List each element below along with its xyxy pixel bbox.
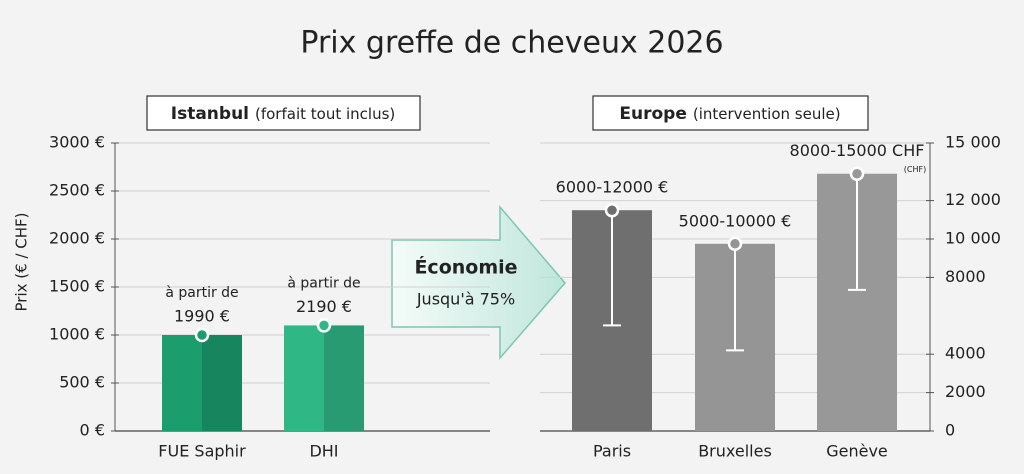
panel-header: Istanbul (forfait tout inclus): [171, 104, 396, 124]
bar-dot: [316, 318, 332, 333]
y-tick-label: 4000: [945, 344, 986, 363]
panel-header-box: [146, 95, 421, 131]
callout-arrow: [391, 204, 566, 361]
header-bold: Istanbul: [171, 104, 249, 124]
y-tick-label: 2000 €: [49, 229, 105, 248]
value-annotation: 8000-15000 CHF: [790, 141, 925, 160]
value-annotation: 2190 €: [296, 297, 352, 316]
x-tick-label: Paris: [593, 442, 631, 461]
bar-shade: [324, 325, 364, 431]
y-tick-label: 3000 €: [49, 133, 105, 152]
bar-dot: [194, 327, 210, 343]
y-tick-label: 1000 €: [49, 325, 105, 344]
bar-dot: [849, 166, 865, 181]
y-tick-label: 10 000: [945, 229, 1001, 248]
bar-dot: [727, 236, 743, 252]
value-annotation: 1990 €: [174, 307, 230, 326]
bar-shade: [202, 335, 242, 431]
callout-text: Jusqu'à 75%: [416, 290, 515, 309]
y-tick-label: 15 000: [945, 133, 1001, 152]
value-annotation: à partir de: [287, 275, 360, 291]
y-tick-label: 12 000: [945, 190, 1001, 209]
x-tick-label: DHI: [309, 442, 338, 461]
value-annotation: 6000-12000 €: [556, 178, 669, 197]
header-note: (intervention seule): [693, 105, 841, 123]
y-tick-label: 0: [945, 421, 955, 440]
annotation-note: (CHF): [904, 165, 926, 174]
header-bold: Europe: [619, 104, 686, 124]
value-annotation: 5000-10000 €: [679, 211, 792, 230]
y-axis-label: Prix (€ / CHF): [13, 213, 31, 312]
panel-header-box: [592, 95, 869, 131]
bar: [284, 325, 364, 431]
chart-title: Prix greffe de cheveux 2026: [300, 26, 723, 61]
x-tick-label: Bruxelles: [698, 442, 772, 461]
y-tick-label: 8000: [945, 267, 986, 286]
y-tick-label: 1500 €: [49, 277, 105, 296]
y-tick-label: 2000: [945, 382, 986, 401]
bar: [162, 335, 242, 431]
panel-header: Europe (intervention seule): [619, 104, 840, 124]
bar-dot: [604, 202, 620, 218]
y-tick-label: 2500 €: [49, 181, 105, 200]
y-tick-label: 500 €: [59, 373, 105, 392]
value-annotation: à partir de: [165, 285, 238, 301]
callout-title: Économie: [414, 256, 517, 279]
x-tick-label: FUE Saphir: [158, 442, 246, 461]
y-tick-label: 0 €: [80, 421, 105, 440]
x-tick-label: Genève: [826, 442, 888, 461]
header-note: (forfait tout inclus): [255, 105, 395, 123]
